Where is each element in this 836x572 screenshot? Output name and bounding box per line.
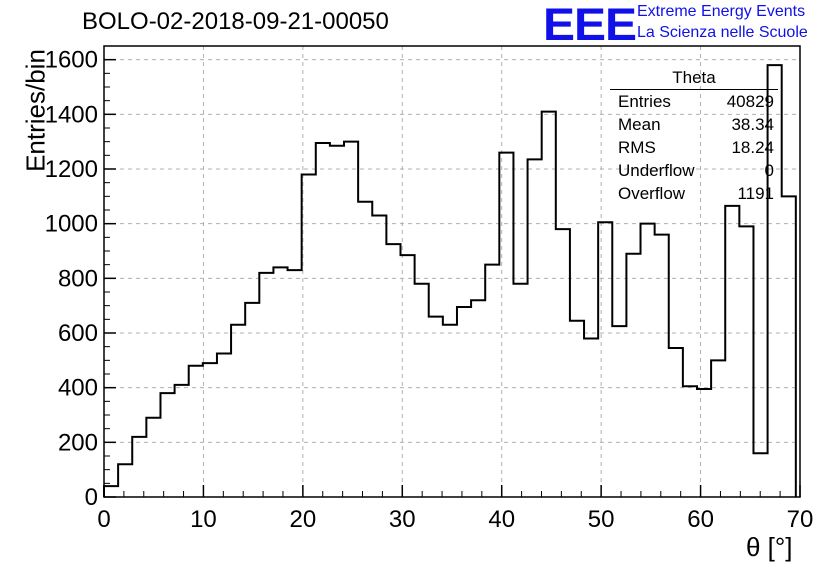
eee-logo: EEE [543,0,637,51]
x-tick-label: 10 [190,506,217,533]
histogram-bin [372,215,386,497]
histogram-bin [386,244,400,497]
histogram-outline [103,64,797,497]
histogram-bin [415,284,429,497]
logo-line-1: Extreme Energy Events [637,3,806,20]
y-tick-label: 1000 [45,211,98,238]
histogram-bin [160,393,174,497]
grid-lines [104,46,800,497]
histogram-bin [626,254,640,497]
y-tick-label: 200 [58,429,98,456]
histogram-bin [641,224,655,497]
histogram-bin [330,146,344,497]
histogram-bin [316,143,330,497]
stats-divider [610,89,778,90]
y-tick-label: 1200 [45,156,98,183]
histogram-bin [612,326,626,497]
histogram-bin [288,270,302,497]
histogram-bin [683,386,697,497]
histogram-bin [697,389,711,497]
histogram-bin [146,418,160,497]
histogram-bin [556,229,570,497]
stats-value: 40829 [726,92,774,111]
y-tick-label: 0 [85,484,98,511]
x-tick-label: 60 [687,506,714,533]
histogram-bin [189,366,203,497]
histogram-bin [104,486,118,497]
stats-row-overflow: Overflow 1191 [618,184,774,207]
histogram-bin [203,363,217,497]
y-axis-label: Entries/bin [20,49,51,172]
stats-value: 18.24 [731,138,774,157]
x-tick-label: 40 [488,506,515,533]
x-tick-label: 30 [389,506,416,533]
stats-value: 0 [764,161,774,180]
histogram-bin [259,273,273,497]
histogram-bin [584,338,598,497]
stats-label: RMS [618,138,656,157]
histogram-bin [358,202,372,497]
histogram-bin [711,360,725,497]
histogram-bin [570,321,584,497]
x-tick-label: 20 [290,506,317,533]
y-tick-label: 600 [58,320,98,347]
histogram-bin [598,222,612,497]
histogram-bin [344,142,358,497]
stats-row-rms: RMS 18.24 [618,138,774,161]
stats-row-mean: Mean 38.34 [618,115,774,138]
histogram-bin [457,307,471,497]
y-axis-ticks: 0 200 400 600 800 1000 1200 1400 1600 [45,45,116,511]
histogram-bin [231,325,245,497]
histogram-bin [739,226,753,497]
y-tick-label: 800 [58,265,98,292]
x-tick-label: 0 [97,506,110,533]
x-tick-label: 50 [588,506,615,533]
y-tick-label: 1400 [45,101,98,128]
histogram-bin [499,153,513,497]
histogram-bin [118,464,132,497]
histogram-bin [175,385,189,497]
histogram-bin [302,174,316,497]
histogram-bin [443,325,457,497]
histogram-bin [753,453,767,497]
stats-value: 1191 [737,184,774,203]
histogram-bin [485,265,499,497]
histogram-bin [513,284,527,497]
stats-label: Underflow [618,161,695,180]
logo-line-2: La Scienza nelle Scuole [637,24,808,41]
plot-frame [103,45,801,498]
histogram-bin [528,159,542,497]
histogram-bin [217,354,231,498]
y-tick-label: 1600 [45,47,98,74]
histogram-bin [471,300,485,497]
stats-title: Theta [672,68,716,87]
histogram-bin [245,303,259,497]
histogram-bin [725,206,739,497]
stats-label: Overflow [618,184,686,203]
x-tick-label: 70 [787,506,814,533]
stats-value: 38.34 [731,115,774,134]
stats-label: Entries [618,92,671,111]
histogram-bin [273,267,287,497]
x-axis-ticks: 0 10 20 30 40 50 60 70 [97,485,813,533]
x-axis-label: θ [°] [746,532,793,562]
stats-row-underflow: Underflow 0 [618,161,774,184]
histogram-bin [655,235,669,497]
histogram-bin [669,348,683,497]
y-tick-label: 400 [58,375,98,402]
histogram-bin [782,196,796,497]
stats-label: Mean [618,115,661,134]
chart-title: BOLO-02-2018-09-21-00050 [82,8,389,35]
stats-row-entries: Entries 40829 [618,92,774,115]
histogram-bin [132,437,146,497]
histogram-bin [429,317,443,497]
